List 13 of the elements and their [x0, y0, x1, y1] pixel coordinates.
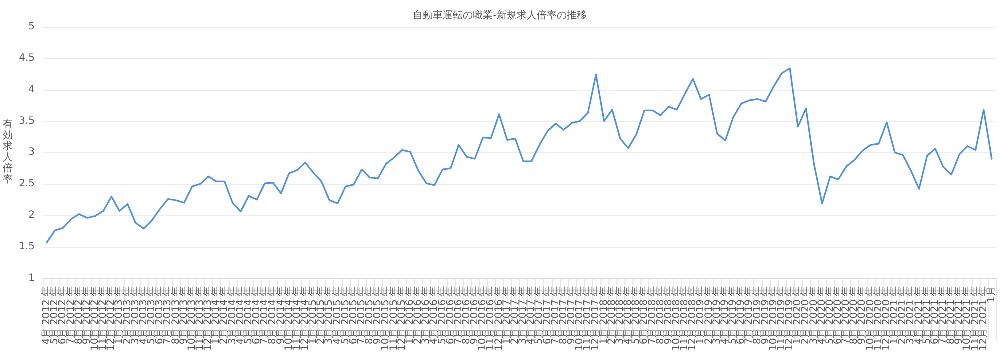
y-tick-label: 1 [28, 272, 35, 284]
y-tick-label: 3.5 [19, 116, 35, 127]
y-tick-label: 4 [28, 84, 35, 96]
y-tick-label: 3 [28, 147, 35, 158]
y-tick-label: 5 [28, 22, 35, 32]
y-tick-label: 2 [28, 210, 35, 222]
x-tick-label: 1月 [986, 286, 998, 303]
y-tick-label: 2.5 [19, 178, 35, 190]
y-tick-label: 1.5 [19, 242, 35, 253]
y-tick-label: 4.5 [19, 52, 35, 64]
y-axis-title: 有効求人倍率 [3, 118, 13, 186]
line-series [46, 68, 993, 244]
chart-title: 自動車運転の職業-新規求人倍率の推移 [413, 10, 587, 22]
